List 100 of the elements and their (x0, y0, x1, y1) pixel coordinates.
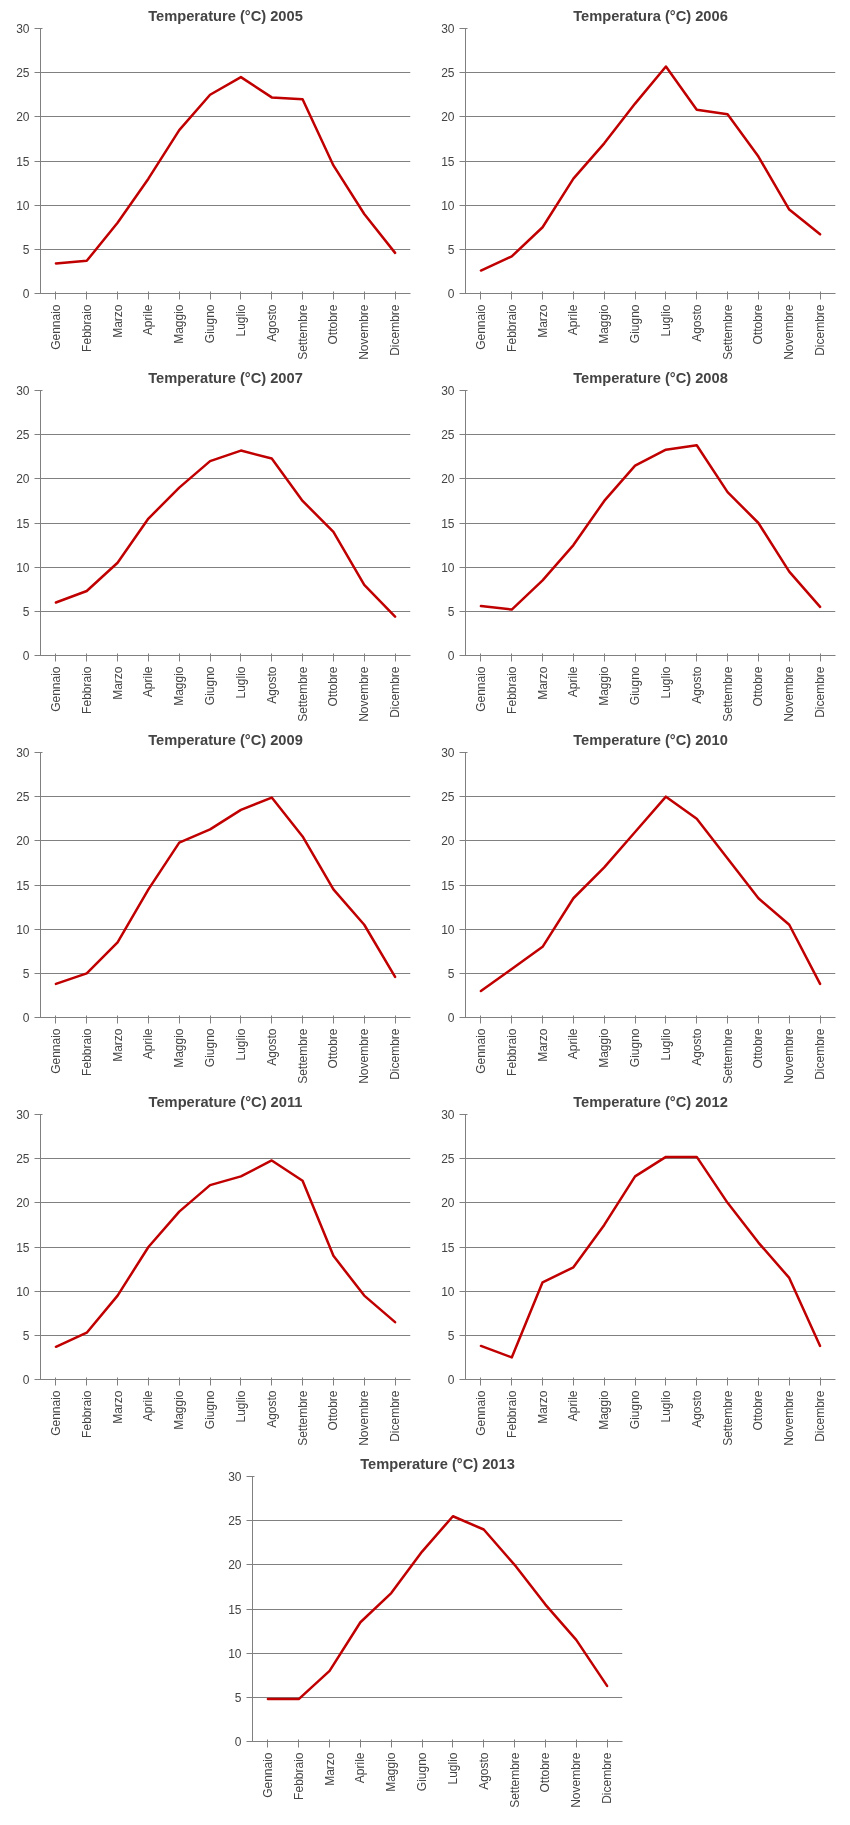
x-tick-label: Dicembre (388, 1390, 403, 1442)
y-tick-label: 20 (441, 1196, 455, 1211)
x-tick-label: Febbraio (291, 1752, 306, 1800)
x-tick-label: Dicembre (600, 1752, 615, 1804)
x-tick-label: Settembre (507, 1752, 522, 1808)
x-tick-label: Gennaio (48, 304, 63, 350)
x-tick-label: Agosto (264, 1390, 279, 1428)
y-tick-label: 10 (441, 1284, 455, 1299)
y-tick-label: 25 (228, 1514, 242, 1529)
y-tick-label: 0 (22, 1011, 30, 1025)
x-tick-label: Dicembre (388, 304, 403, 356)
y-tick-label: 20 (228, 1558, 242, 1573)
x-tick-label: Dicembre (813, 1028, 828, 1080)
x-tick-label: Ottobre (326, 304, 341, 345)
x-tick-label: Maggio (172, 1028, 187, 1068)
y-tick-label: 20 (441, 110, 455, 125)
y-tick-label: 30 (441, 384, 455, 398)
x-tick-label: Novembre (569, 1752, 584, 1808)
x-tick-label: Febbraio (504, 1390, 519, 1438)
y-tick-label: 20 (441, 472, 455, 487)
y-tick-label: 5 (447, 966, 455, 981)
y-tick-label: 30 (228, 1470, 242, 1484)
x-tick-label: Novembre (357, 1390, 372, 1446)
x-tick-label: Luglio (658, 304, 673, 337)
y-tick-label: 25 (441, 428, 455, 443)
x-tick-label: Febbraio (79, 304, 94, 352)
line-series (54, 75, 397, 265)
x-tick-label: Luglio (233, 1390, 248, 1423)
y-tick-label: 25 (16, 790, 30, 805)
x-tick-label: Novembre (782, 666, 797, 722)
x-tick-label: Ottobre (751, 1028, 766, 1069)
x-tick-label: Settembre (295, 666, 310, 722)
y-tick-label: 15 (16, 516, 30, 531)
x-tick-label: Giugno (203, 666, 218, 706)
chart-title: Temperatura (°C) 2006 (573, 7, 728, 24)
y-tick-label: 20 (16, 472, 30, 487)
x-tick-label: Aprile (353, 1752, 368, 1784)
line-series (266, 1515, 609, 1701)
y-tick-label: 15 (441, 516, 455, 531)
chart-title: Temperature (°C) 2012 (573, 1093, 728, 1110)
x-tick-label: Settembre (295, 304, 310, 360)
x-tick-label: Aprile (141, 304, 156, 336)
x-tick-label: Settembre (720, 304, 735, 360)
x-tick-label: Gennaio (48, 1028, 63, 1074)
y-tick-label: 10 (441, 560, 455, 575)
x-tick-label: Febbraio (79, 1028, 94, 1076)
x-tick-label: Maggio (384, 1752, 399, 1792)
x-tick-label: Giugno (628, 304, 643, 344)
line-series (54, 1159, 397, 1349)
x-tick-label: Luglio (658, 666, 673, 699)
y-tick-label: 10 (16, 922, 30, 937)
y-tick-label: 20 (441, 834, 455, 849)
x-tick-label: Marzo (535, 304, 550, 338)
x-tick-label: Gennaio (48, 666, 63, 712)
x-tick-label: Dicembre (813, 666, 828, 718)
x-tick-label: Agosto (689, 666, 704, 704)
x-tick-label: Novembre (782, 1390, 797, 1446)
y-tick-label: 10 (441, 922, 455, 937)
x-tick-label: Luglio (233, 1028, 248, 1061)
line-series (54, 796, 397, 986)
x-tick-label: Novembre (357, 1028, 372, 1084)
x-tick-label: Marzo (110, 304, 125, 338)
x-tick-label: Gennaio (48, 1390, 63, 1436)
x-tick-label: Febbraio (79, 666, 94, 714)
x-tick-label: Settembre (720, 1390, 735, 1446)
x-tick-label: Luglio (233, 304, 248, 337)
x-tick-label: Ottobre (326, 666, 341, 707)
x-tick-label: Febbraio (504, 666, 519, 714)
x-tick-label: Maggio (172, 304, 187, 344)
x-tick-label: Giugno (203, 1028, 218, 1068)
x-tick-label: Luglio (445, 1752, 460, 1785)
chart-title: Temperature (°C) 2013 (360, 1455, 515, 1472)
x-tick-label: Gennaio (473, 666, 488, 712)
y-tick-label: 25 (441, 1152, 455, 1167)
y-tick-label: 5 (22, 966, 30, 981)
x-tick-label: Agosto (476, 1752, 491, 1790)
x-tick-label: Marzo (535, 1028, 550, 1062)
y-tick-label: 5 (447, 242, 455, 257)
y-tick-label: 5 (447, 1328, 455, 1343)
y-tick-label: 15 (228, 1602, 242, 1617)
y-tick-label: 15 (16, 154, 30, 169)
x-tick-label: Agosto (264, 304, 279, 342)
y-tick-label: 25 (16, 1152, 30, 1167)
x-tick-label: Aprile (566, 1390, 581, 1422)
y-tick-label: 5 (22, 604, 30, 619)
y-tick-label: 20 (16, 110, 30, 125)
y-tick-label: 0 (22, 649, 30, 663)
y-tick-label: 30 (441, 1108, 455, 1122)
x-tick-label: Marzo (110, 1028, 125, 1062)
y-tick-label: 30 (441, 22, 455, 36)
chart-title: Temperature (°C) 2011 (148, 1093, 303, 1110)
x-tick-label: Giugno (203, 304, 218, 344)
y-tick-label: 0 (447, 1373, 455, 1387)
y-tick-label: 20 (16, 834, 30, 849)
line-series (54, 449, 397, 618)
y-tick-label: 20 (16, 1196, 30, 1211)
x-tick-label: Aprile (141, 1028, 156, 1060)
x-tick-label: Febbraio (504, 304, 519, 352)
y-tick-label: 15 (16, 878, 30, 893)
x-tick-label: Giugno (628, 1390, 643, 1430)
